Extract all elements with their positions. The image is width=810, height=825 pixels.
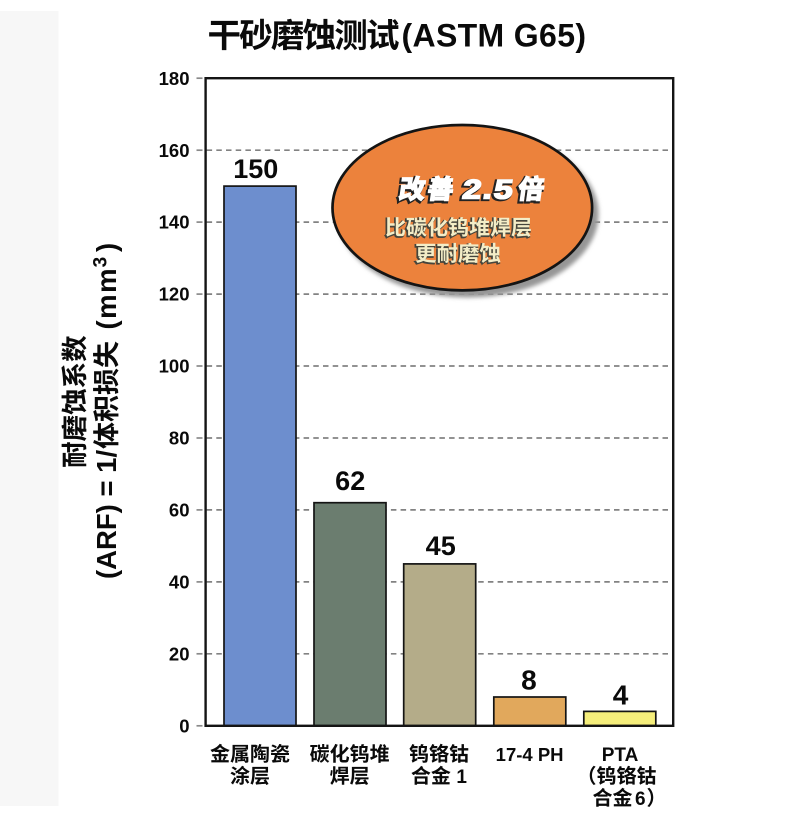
svg-text:1: 1 bbox=[456, 767, 467, 788]
svg-text:8: 8 bbox=[521, 665, 537, 696]
svg-text:45: 45 bbox=[426, 531, 456, 561]
svg-text:): ) bbox=[91, 243, 122, 252]
svg-text:60: 60 bbox=[169, 500, 190, 521]
svg-text:140: 140 bbox=[159, 212, 190, 233]
svg-text:120: 120 bbox=[159, 284, 190, 305]
svg-text:4: 4 bbox=[613, 680, 629, 711]
svg-text:(mm: (mm bbox=[91, 267, 122, 330]
svg-text:(ASTM G65): (ASTM G65) bbox=[402, 18, 587, 54]
svg-text:80: 80 bbox=[169, 428, 190, 449]
svg-text:3: 3 bbox=[91, 257, 112, 268]
svg-text:6: 6 bbox=[635, 789, 646, 810]
svg-text:2.5: 2.5 bbox=[459, 176, 515, 206]
svg-text:20: 20 bbox=[169, 643, 190, 664]
svg-text:100: 100 bbox=[159, 356, 190, 377]
svg-text:150: 150 bbox=[233, 154, 278, 184]
svg-text:62: 62 bbox=[335, 466, 365, 496]
svg-text:180: 180 bbox=[159, 68, 190, 89]
svg-text:17-4 PH: 17-4 PH bbox=[496, 744, 564, 765]
svg-text:0: 0 bbox=[179, 715, 189, 736]
svg-text:2.5: 2.5 bbox=[461, 175, 517, 205]
svg-text:160: 160 bbox=[159, 140, 190, 161]
svg-text:40: 40 bbox=[169, 572, 190, 593]
svg-text:(ARF) = 1/: (ARF) = 1/ bbox=[91, 450, 122, 579]
svg-text:PTA: PTA bbox=[602, 745, 639, 766]
